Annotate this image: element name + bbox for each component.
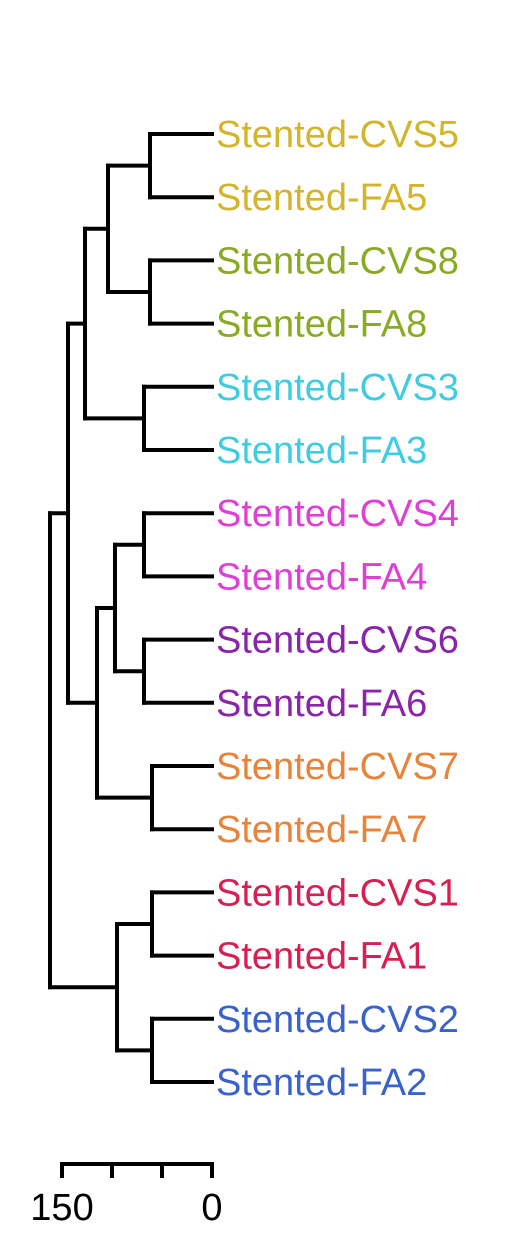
scale-bar-label-zero: 0 [201, 1187, 222, 1229]
dendrogram-branches [48, 132, 214, 1084]
leaf-label: Stented-CVS8 [216, 240, 459, 282]
leaf-labels: Stented-CVS5 Stented-FA5 Stented-CVS8 Stent… [216, 114, 459, 1104]
leaf-label: Stented-CVS1 [216, 872, 459, 914]
scale-bar-label-max: 150 [30, 1187, 93, 1229]
leaf-label: Stented-CVS7 [216, 746, 459, 788]
leaf-label: Stented-FA4 [216, 556, 427, 598]
leaf-label: Stented-CVS4 [216, 493, 459, 535]
leaf-label: Stented-FA5 [216, 177, 427, 219]
leaf-label: Stented-CVS3 [216, 367, 459, 409]
scale-bar-ticks [60, 1162, 214, 1178]
distance-scale-bar: 150 0 [30, 1162, 223, 1229]
leaf-label: Stented-FA8 [216, 304, 427, 346]
leaf-label: Stented-CVS6 [216, 620, 459, 662]
leaf-label: Stented-FA7 [216, 809, 427, 851]
leaf-label: Stented-FA3 [216, 430, 427, 472]
leaf-label: Stented-CVS5 [216, 114, 459, 156]
leaf-label: Stented-FA2 [216, 1062, 427, 1104]
leaf-label: Stented-FA1 [216, 936, 427, 978]
leaf-label: Stented-CVS2 [216, 999, 459, 1041]
leaf-label: Stented-FA6 [216, 683, 427, 725]
